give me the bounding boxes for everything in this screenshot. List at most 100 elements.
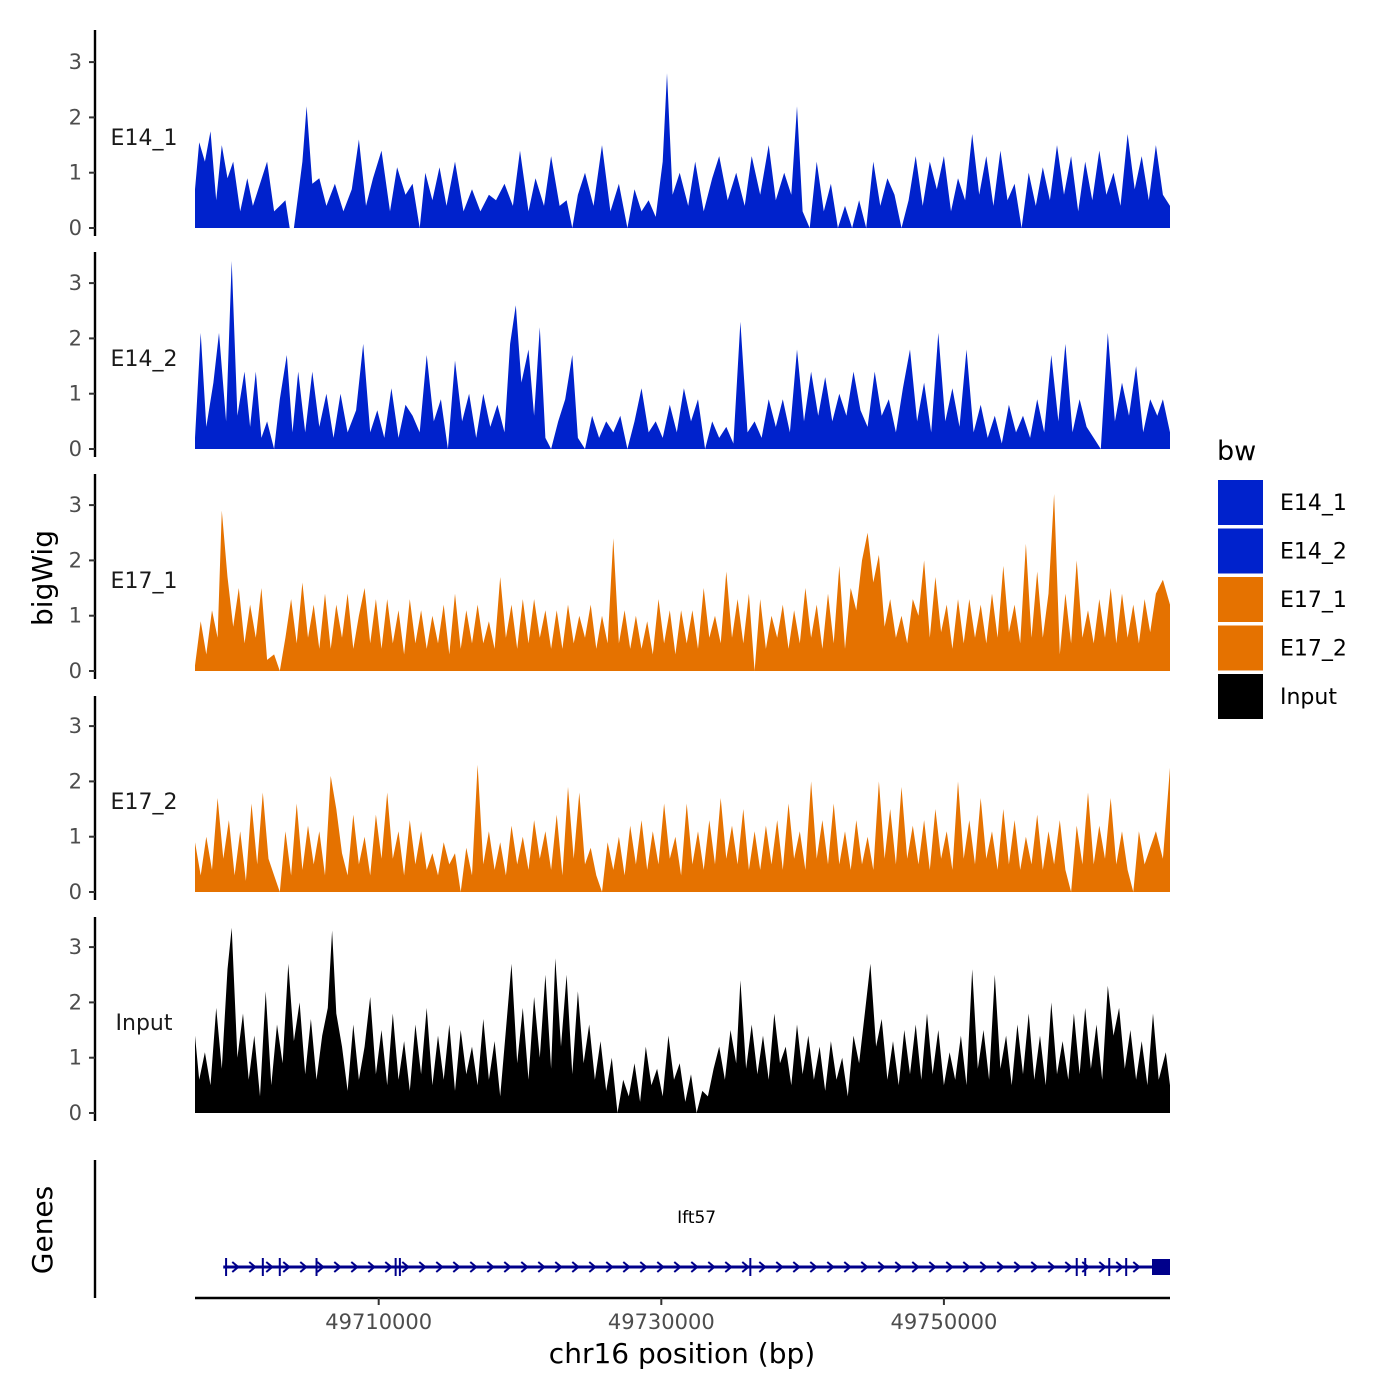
x-tick-label: 49710000 (325, 1310, 432, 1334)
strand-arrow (350, 1261, 359, 1273)
strand-arrow (877, 1261, 886, 1273)
strand-arrow (843, 1261, 852, 1273)
track-label: E14_1 (111, 126, 178, 151)
strand-arrow (860, 1261, 869, 1273)
gene-ift57: Ift57 (223, 1208, 1170, 1276)
y-tick-label: 1 (69, 382, 82, 406)
strand-arrow (1047, 1261, 1056, 1273)
strand-arrow (690, 1261, 699, 1273)
signal-area (195, 73, 1170, 228)
signal-area (195, 764, 1170, 892)
strand-arrow (1098, 1261, 1107, 1273)
legend-label: E14_1 (1280, 491, 1347, 516)
legend-key (1218, 625, 1263, 671)
signal-area (195, 927, 1170, 1113)
strand-arrow (384, 1261, 393, 1273)
track-label: E17_1 (111, 569, 178, 594)
strand-arrow (792, 1261, 801, 1273)
track-label: Input (116, 1011, 173, 1036)
genes-axis-title: Genes (26, 1186, 59, 1274)
strand-arrow (299, 1261, 308, 1273)
y-tick-label: 3 (69, 714, 82, 738)
strand-arrow (401, 1261, 410, 1273)
strand-arrow (588, 1261, 597, 1273)
strand-arrow (962, 1261, 971, 1273)
track-input: 0 1 2 3 Input (69, 917, 1170, 1125)
legend-key (1218, 577, 1263, 622)
strand-arrow (1064, 1261, 1073, 1273)
strand-arrow (1132, 1261, 1141, 1273)
strand-arrow (622, 1261, 631, 1273)
x-axis: 49710000 49730000 49750000 (195, 1296, 1170, 1334)
strand-arrow (418, 1261, 427, 1273)
strand-arrow (452, 1261, 461, 1273)
strand-arrow (656, 1261, 665, 1273)
x-tick-label: 49730000 (608, 1310, 715, 1334)
strand-arrow (537, 1261, 546, 1273)
strand-arrow (367, 1261, 376, 1273)
strand-arrow (741, 1261, 750, 1273)
strand-arrow (282, 1261, 291, 1273)
y-tick-label: 0 (69, 659, 82, 683)
x-axis-title: chr16 position (bp) (549, 1337, 815, 1370)
track-e14-1: 0 1 2 3 E14_1 (69, 30, 1170, 240)
strand-arrow (996, 1261, 1005, 1273)
y-tick-label: 0 (69, 437, 82, 461)
strand-arrow (333, 1261, 342, 1273)
x-tick-label: 49750000 (890, 1310, 997, 1334)
y-tick-label: 1 (69, 825, 82, 849)
strand-arrow (316, 1261, 325, 1273)
strand-arrow (554, 1261, 563, 1273)
strand-arrow (911, 1261, 920, 1273)
track-label: E17_2 (111, 790, 178, 815)
strand-arrow (809, 1261, 818, 1273)
y-tick-label: 2 (69, 990, 82, 1014)
strand-arrow (979, 1261, 988, 1273)
y-tick-label: 1 (69, 604, 82, 628)
track-e14-2: 0 1 2 3 E14_2 (69, 252, 1170, 461)
strand-arrow (571, 1261, 580, 1273)
genes-group: Ift57 (93, 1160, 1170, 1298)
strand-arrow (1115, 1261, 1124, 1273)
tracks-group: 0 1 2 3 E14_1 0 1 2 3 E14_2 0 1 2 3 E17_1 0 1 2 3 E17_2 0 1 2 3… (69, 30, 1170, 1125)
strand-arrow (758, 1261, 767, 1273)
y-tick-label: 3 (69, 935, 82, 959)
strand-arrow (724, 1261, 733, 1273)
legend-label: E17_1 (1280, 588, 1347, 613)
strand-arrow (673, 1261, 682, 1273)
strand-arrow (265, 1261, 274, 1273)
y-tick-label: 2 (69, 548, 82, 572)
strand-arrow (945, 1261, 954, 1273)
y-tick-label: 3 (69, 50, 82, 74)
track-e17-1: 0 1 2 3 E17_1 (69, 474, 1170, 683)
y-tick-label: 3 (69, 493, 82, 517)
strand-arrow (1013, 1261, 1022, 1273)
signal-area (195, 494, 1170, 671)
legend: bw E14_1 E14_2 E17_1 E17_2 Input (1217, 436, 1347, 719)
strand-arrow (435, 1261, 444, 1273)
y-tick-label: 1 (69, 1046, 82, 1070)
legend-title: bw (1217, 436, 1256, 467)
strand-arrow (469, 1261, 478, 1273)
strand-arrow (826, 1261, 835, 1273)
strand-arrow (231, 1261, 240, 1273)
y-tick-label: 1 (69, 161, 82, 185)
y-tick-label: 0 (69, 216, 82, 240)
y-tick-label: 0 (69, 880, 82, 904)
gene-end-block (1152, 1259, 1170, 1275)
legend-key (1218, 480, 1263, 525)
y-tick-label: 0 (69, 1101, 82, 1125)
legend-label: E14_2 (1280, 540, 1347, 565)
strand-arrow (248, 1261, 257, 1273)
strand-arrow (707, 1261, 716, 1273)
strand-arrow (486, 1261, 495, 1273)
strand-arrow (775, 1261, 784, 1273)
legend-key (1218, 674, 1263, 719)
legend-label: Input (1280, 685, 1337, 710)
gene-label: Ift57 (677, 1208, 716, 1228)
y-tick-label: 2 (69, 326, 82, 350)
strand-arrow (639, 1261, 648, 1273)
strand-arrow (520, 1261, 529, 1273)
